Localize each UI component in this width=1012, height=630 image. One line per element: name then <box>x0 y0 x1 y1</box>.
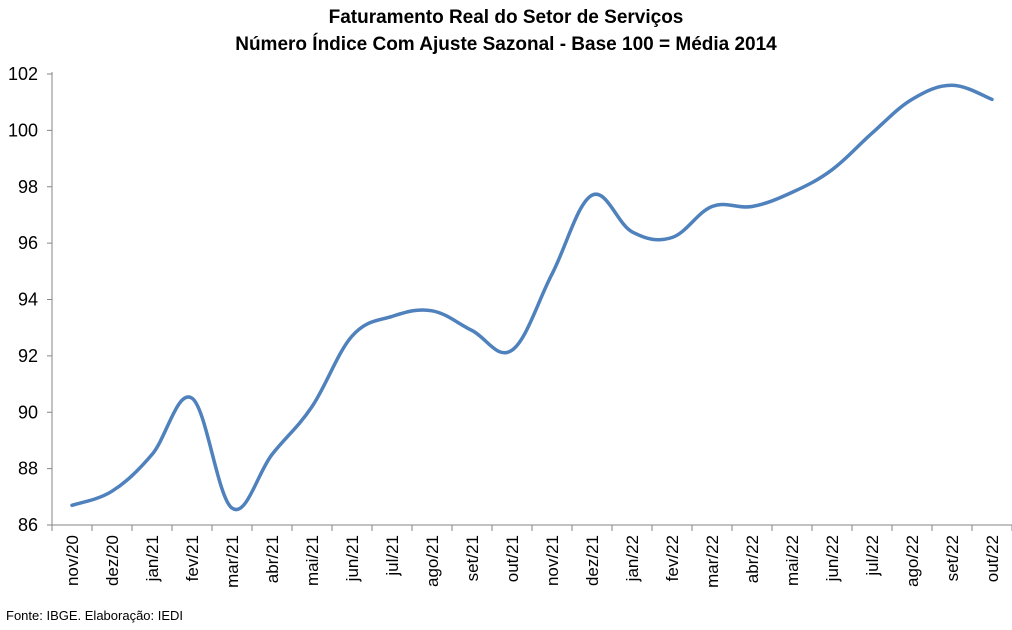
x-tick-label: mai/21 <box>303 535 322 586</box>
y-tick-label: 86 <box>18 515 38 535</box>
y-tick-label: 102 <box>8 64 38 84</box>
y-tick-label: 90 <box>18 402 38 422</box>
x-tick-label: fev/22 <box>663 535 682 581</box>
x-tick-label: jul/21 <box>383 535 402 577</box>
x-tick-label: jun/22 <box>823 535 842 582</box>
x-tick-label: abr/22 <box>743 535 762 583</box>
x-tick-label: mar/21 <box>223 535 242 588</box>
y-tick-label: 98 <box>18 177 38 197</box>
x-tick-label: ago/22 <box>903 535 922 587</box>
x-tick-label: out/21 <box>503 535 522 582</box>
y-tick-label: 94 <box>18 290 38 310</box>
y-tick-label: 100 <box>8 120 38 140</box>
x-tick-label: jun/21 <box>343 535 362 582</box>
x-tick-label: jan/21 <box>143 535 162 582</box>
x-tick-label: abr/21 <box>263 535 282 583</box>
series-line <box>70 83 994 512</box>
y-tick-label: 92 <box>18 346 38 366</box>
x-tick-label: nov/20 <box>63 535 82 586</box>
chart-subtitle: Número Índice Com Ajuste Sazonal - Base … <box>235 34 777 55</box>
x-tick-label: dez/21 <box>583 535 602 586</box>
chart-title: Faturamento Real do Setor de Serviços <box>328 7 684 28</box>
x-tick-label: fev/21 <box>183 535 202 581</box>
y-tick-label: 96 <box>18 233 38 253</box>
x-tick-label: ago/21 <box>423 535 442 587</box>
source-note: Fonte: IBGE. Elaboração: IEDI <box>6 608 184 623</box>
x-tick-label: out/22 <box>983 535 1002 582</box>
x-tick-label: nov/21 <box>543 535 562 586</box>
x-tick-label: jul/22 <box>863 535 882 577</box>
x-tick-label: mai/22 <box>783 535 802 586</box>
y-tick-label: 88 <box>18 459 38 479</box>
x-tick-label: jan/22 <box>623 535 642 582</box>
x-tick-label: dez/20 <box>103 535 122 586</box>
x-tick-label: set/21 <box>463 535 482 581</box>
x-tick-label: set/22 <box>943 535 962 581</box>
x-tick-label: mar/22 <box>703 535 722 588</box>
